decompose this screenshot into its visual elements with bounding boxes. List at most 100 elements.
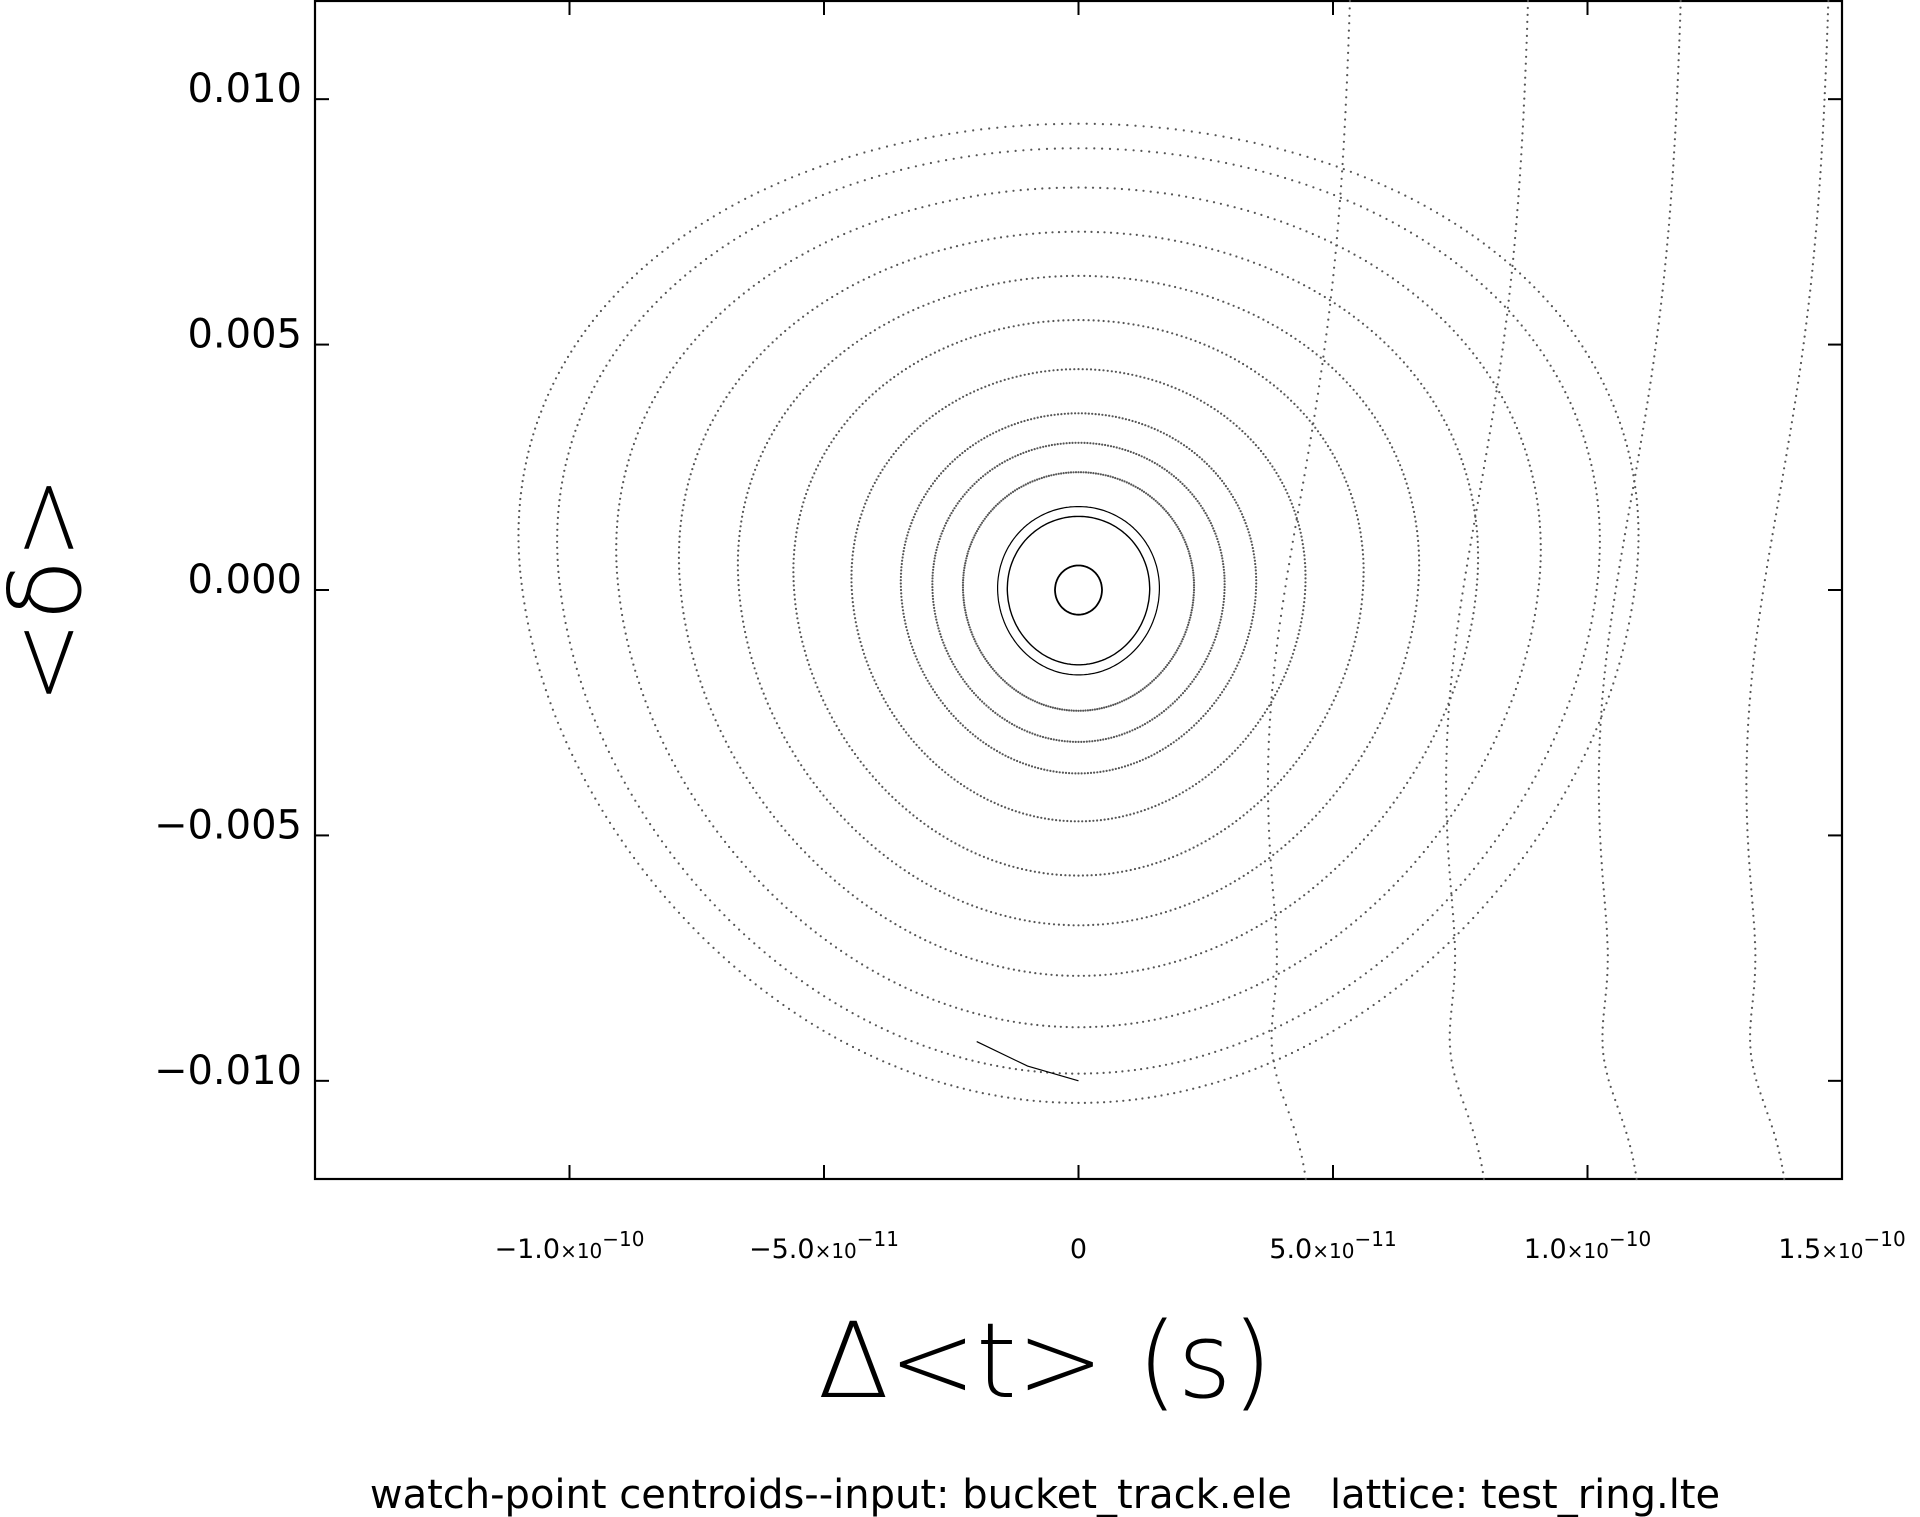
data-point [803, 768, 806, 771]
data-point [1618, 1112, 1621, 1115]
data-point [762, 692, 765, 695]
data-point [622, 339, 625, 342]
data-point [1418, 569, 1421, 572]
data-point [1126, 764, 1130, 767]
data-point [1059, 442, 1062, 445]
data-point [1467, 557, 1470, 560]
data-point [850, 565, 853, 569]
data-point [1328, 162, 1331, 166]
data-point [1386, 273, 1389, 276]
data-point [1016, 454, 1020, 457]
data-point [1135, 692, 1138, 695]
data-point [1167, 706, 1170, 709]
data-point [1373, 416, 1376, 419]
x-tick-label: 5.0×10−11 [1269, 1227, 1396, 1265]
data-point [1450, 1010, 1453, 1013]
data-point [1185, 789, 1188, 792]
data-point [1284, 843, 1287, 847]
data-point [907, 531, 910, 534]
data-point [999, 913, 1002, 916]
data-point [1077, 147, 1080, 150]
data-point [1320, 1036, 1323, 1039]
data-point [1234, 749, 1237, 752]
data-point [1555, 309, 1558, 313]
data-point [1469, 543, 1472, 546]
data-point [1808, 296, 1811, 299]
data-point [1237, 360, 1241, 363]
data-point [517, 528, 520, 531]
data-point [708, 820, 711, 823]
data-point [1338, 207, 1341, 210]
data-point [678, 567, 681, 570]
data-point [936, 624, 939, 627]
data-point [993, 329, 996, 332]
data-point [1177, 696, 1181, 699]
data-point [1005, 495, 1009, 498]
data-point [608, 821, 612, 825]
data-point [981, 700, 984, 703]
data-point [1085, 368, 1088, 371]
data-point [1060, 472, 1063, 475]
data-point [1333, 266, 1336, 269]
data-point [1331, 281, 1334, 284]
data-point [768, 707, 772, 710]
data-point [1416, 534, 1419, 538]
data-point [1232, 163, 1235, 166]
data-point [1010, 757, 1013, 760]
data-point [634, 669, 637, 672]
data-point [1604, 1000, 1607, 1003]
data-point [1314, 814, 1318, 817]
data-point [1009, 492, 1013, 495]
data-point [1098, 707, 1101, 710]
data-point [890, 266, 893, 269]
data-point [1185, 687, 1188, 690]
data-point [983, 1062, 986, 1065]
data-point [1081, 368, 1084, 371]
data-point [1084, 186, 1087, 189]
data-point [1779, 1158, 1782, 1161]
data-point [1414, 520, 1417, 523]
data-point [925, 882, 928, 885]
data-point [1169, 659, 1172, 663]
data-point [1160, 711, 1163, 715]
data-point [1622, 539, 1625, 542]
data-point [1056, 707, 1059, 710]
data-point [1074, 772, 1077, 775]
data-point [775, 424, 778, 427]
data-point [1129, 813, 1132, 816]
data-point [1176, 1013, 1179, 1016]
data-point [1525, 453, 1528, 456]
data-point [1214, 472, 1217, 475]
data-point [1093, 739, 1097, 742]
data-point [771, 341, 774, 344]
data-point [740, 860, 743, 864]
data-point [934, 615, 937, 618]
data-point [882, 1060, 885, 1063]
data-point [614, 763, 617, 766]
data-point [931, 594, 934, 598]
data-point [1286, 570, 1289, 573]
data-point [1218, 546, 1221, 549]
data-point [1286, 492, 1289, 495]
data-point [821, 456, 824, 459]
data-point [1210, 647, 1213, 650]
data-point [1249, 438, 1252, 441]
data-point [938, 766, 941, 769]
data-point [706, 428, 710, 431]
data-point [826, 707, 829, 711]
data-point [949, 514, 952, 517]
data-point [1111, 476, 1114, 479]
data-point [814, 931, 817, 934]
data-point [1601, 1039, 1604, 1042]
data-point [1142, 968, 1145, 971]
data-point [861, 402, 864, 405]
data-point [615, 571, 619, 574]
data-point [1319, 356, 1322, 359]
data-point [757, 879, 761, 883]
data-point [1357, 621, 1360, 625]
data-point [1372, 1003, 1375, 1007]
data-point [1653, 355, 1656, 358]
data-point [1198, 245, 1202, 248]
data-point [1416, 530, 1419, 533]
data-point [668, 901, 671, 904]
